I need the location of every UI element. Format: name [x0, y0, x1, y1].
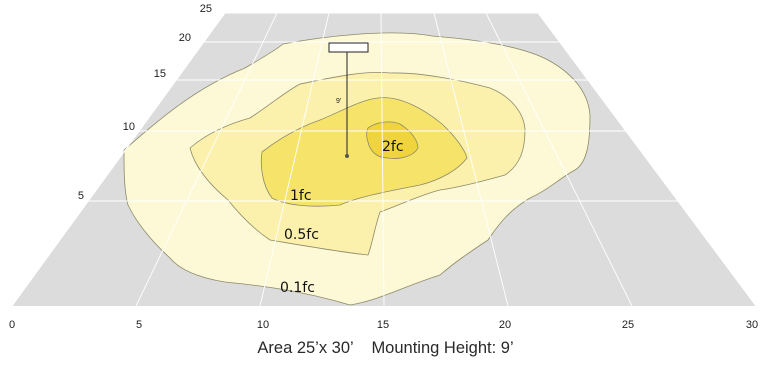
mounting-height-label: 9' [336, 98, 341, 105]
contour-label-2fc: 2fc [382, 139, 404, 155]
contour-1fc [260, 97, 468, 207]
contour-label-1fc: 1fc [290, 188, 312, 204]
y-tick-label: 5 [78, 190, 84, 202]
luminaire-fixture [328, 42, 369, 53]
y-tick-label: 25 [200, 3, 212, 15]
x-tick-label: 0 [9, 319, 15, 331]
floor-grid [11, 12, 757, 307]
diagram-caption: Area 25’x 30’ Mounting Height: 9’ [0, 339, 771, 358]
luminaire: 9' [328, 42, 369, 158]
x-tick-label: 30 [746, 319, 758, 331]
y-tick-label: 10 [123, 121, 135, 133]
x-tick-label: 15 [377, 319, 389, 331]
y-tick-label: 20 [179, 32, 191, 44]
y-tick-label: 15 [154, 68, 166, 80]
x-axis-tick-labels: 0 5 10 15 20 25 30 [9, 319, 758, 331]
contour-label-0-1fc: 0.1fc [280, 280, 315, 296]
x-tick-label: 25 [622, 319, 634, 331]
x-tick-label: 20 [499, 319, 511, 331]
x-tick-label: 10 [257, 319, 269, 331]
y-axis-tick-labels: 5 10 15 20 25 [78, 3, 212, 202]
contour-label-0-5fc: 0.5fc [284, 227, 319, 243]
area-caption: Area 25’x 30’ [257, 339, 354, 357]
luminaire-nadir-dot [345, 154, 349, 158]
x-tick-label: 5 [136, 319, 142, 331]
mounting-height-caption: Mounting Height: 9’ [371, 339, 514, 357]
